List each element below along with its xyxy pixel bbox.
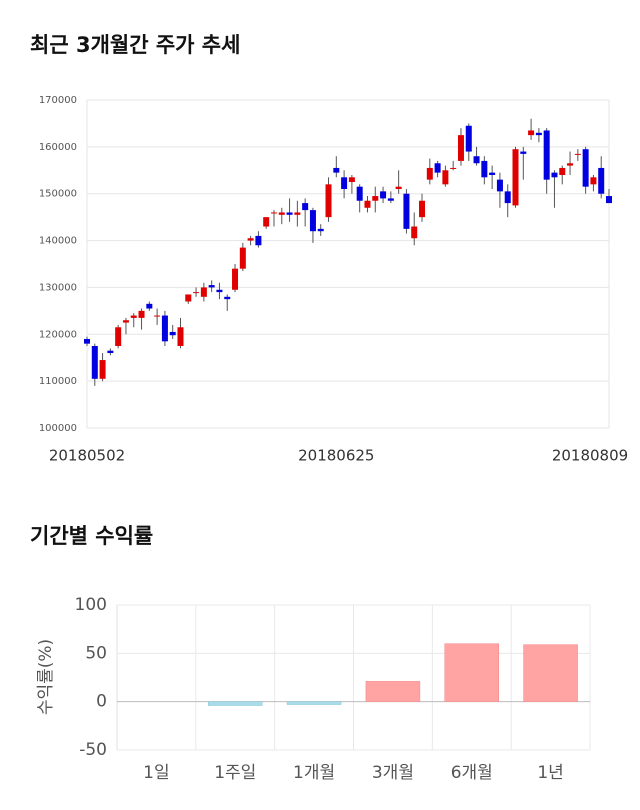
candle-body [169, 331, 176, 336]
candle-body [270, 212, 277, 214]
candle-body [528, 130, 535, 136]
candle-body [574, 153, 581, 155]
x-tick-label: 1일 [143, 763, 169, 783]
candle-body [395, 186, 402, 190]
candle-body [520, 151, 527, 154]
candle-body [496, 179, 503, 192]
candle-body [224, 296, 231, 300]
candle-body [543, 130, 550, 180]
candle-body [208, 285, 215, 288]
candle-body [115, 327, 122, 346]
candle-body [356, 186, 363, 201]
chart-title: 기간별 수익률 [30, 524, 153, 548]
candle-body [232, 268, 239, 290]
candle-body [364, 200, 371, 208]
candle-body [302, 203, 309, 211]
y-tick-label: 100 [75, 595, 107, 615]
candle-body [107, 350, 114, 354]
candle-body [193, 292, 200, 294]
y-tick-label: 170000 [39, 95, 77, 106]
candle-body [419, 200, 426, 218]
y-tick-label: 140000 [39, 236, 77, 247]
y-tick-label: 160000 [39, 142, 77, 153]
candle-body [146, 303, 153, 309]
y-tick-label: 50 [85, 643, 107, 663]
bar [444, 643, 499, 702]
candle-body [403, 193, 410, 229]
x-tick-label: 20180502 [49, 447, 125, 465]
candle-body [278, 212, 285, 215]
candle-body [465, 125, 472, 152]
bar [523, 644, 578, 702]
x-tick-label: 1년 [537, 763, 563, 783]
bar [208, 701, 263, 706]
y-tick-label: 0 [96, 692, 107, 712]
candle-body [567, 163, 574, 166]
candle-body [590, 177, 597, 185]
candle-body [255, 235, 262, 246]
y-tick-label: -50 [79, 740, 107, 760]
candle-body [130, 315, 137, 318]
chart-title: 최근 3개월간 주가 추세 [30, 33, 240, 57]
candle-body [535, 132, 542, 136]
candle-body [294, 212, 301, 215]
x-tick-label: 20180625 [298, 447, 374, 465]
bar [286, 701, 342, 705]
candle-body [263, 217, 270, 227]
candle-body [434, 163, 441, 173]
candle-body [387, 198, 394, 201]
candle-body [473, 156, 480, 164]
y-tick-label: 120000 [39, 329, 77, 340]
candle-body [309, 210, 316, 232]
candle-body [582, 149, 589, 187]
candle-body [286, 212, 293, 215]
candle-body [185, 294, 192, 302]
x-tick-label: 1주일 [214, 763, 256, 783]
candle-body [411, 226, 418, 239]
candle-body [317, 228, 324, 232]
candle-body [247, 238, 254, 241]
candle-body [442, 170, 449, 185]
x-tick-label: 1개월 [293, 763, 335, 783]
y-axis-label: 수익률(%) [36, 639, 56, 715]
candle-body [177, 327, 184, 346]
candle-body [426, 167, 433, 180]
candle-body [551, 172, 558, 178]
candle-body [333, 167, 340, 173]
y-tick-label: 150000 [39, 189, 77, 200]
candle-body [559, 167, 566, 175]
candle-body [372, 196, 379, 201]
y-tick-label: 130000 [39, 282, 77, 293]
candle-body [606, 196, 612, 204]
candle-body [512, 149, 519, 206]
candle-body [348, 177, 355, 182]
candle-body [216, 289, 223, 293]
candle-body [91, 346, 98, 379]
candle-body [122, 320, 129, 323]
candle-body [161, 315, 168, 342]
candle-body [457, 135, 464, 161]
candle-body [325, 184, 332, 218]
y-tick-label: 100000 [39, 423, 77, 434]
x-tick-label: 20180809 [552, 447, 628, 465]
candle-body [154, 315, 161, 317]
x-tick-label: 3개월 [372, 763, 414, 783]
candle-body [200, 287, 207, 297]
candle-body [341, 177, 348, 190]
candle-body [84, 338, 90, 344]
candle-body [380, 191, 387, 199]
candle-body [504, 191, 511, 204]
candle-body [598, 167, 605, 194]
candle-body [489, 172, 496, 175]
candle-body [481, 160, 488, 178]
candle-body [450, 167, 457, 169]
candle-body [239, 247, 246, 269]
bar [365, 681, 421, 702]
candle-body [99, 360, 106, 379]
candle-body [138, 310, 145, 318]
x-tick-label: 6개월 [451, 763, 493, 783]
y-tick-label: 110000 [39, 376, 77, 387]
